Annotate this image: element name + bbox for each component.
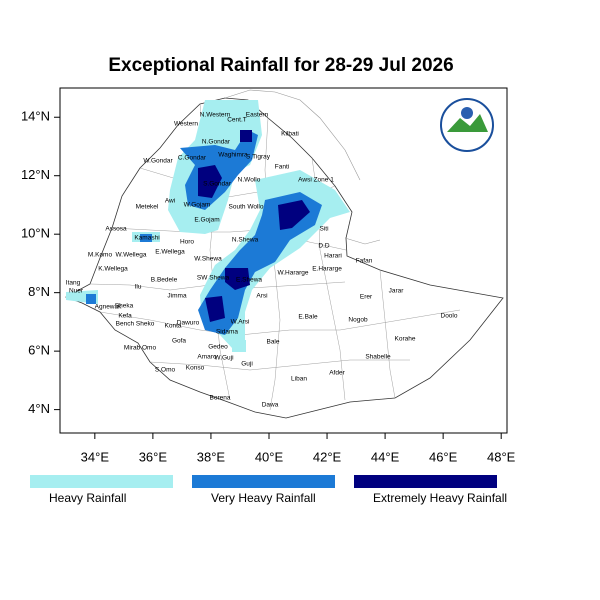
region-label: Waghimra [218, 152, 248, 159]
legend-label: Heavy Rainfall [49, 491, 126, 505]
region-label: Awi [165, 198, 175, 205]
region-label: Mirab Omo [124, 345, 157, 352]
region-label: Gedeo [208, 344, 228, 351]
region-label: Itang [66, 280, 81, 287]
region-label: S.Omo [155, 367, 176, 374]
region-label: Konta [165, 323, 182, 330]
region-label: M.Komo [88, 252, 113, 259]
y-tick-label: 14°N [21, 109, 50, 124]
region-label: C.Gondar [178, 155, 207, 162]
region-label: W.Gondar [143, 158, 173, 165]
region-label: W.Guji [214, 355, 233, 362]
region-label: Siti [319, 226, 328, 233]
region-label: Guji [241, 361, 253, 368]
region-label: Ilu [135, 284, 142, 291]
legend-label: Very Heavy Rainfall [211, 491, 316, 505]
region-label: Harari [324, 253, 342, 260]
region-label: Borena [210, 395, 231, 402]
x-tick-label: 36°E [139, 449, 168, 464]
region-label: Gofa [172, 338, 186, 345]
region-label: Arsi [256, 293, 267, 300]
region-label: South Wollo [229, 204, 264, 211]
region-label: Dawa [262, 402, 279, 409]
region-label: Kilbati [281, 131, 299, 138]
region-label: Fanti [275, 164, 289, 171]
region-label: Jarar [389, 288, 405, 295]
legend-swatch [354, 475, 497, 488]
y-tick-label: 12°N [21, 167, 50, 182]
region-label: Amaro [197, 354, 217, 361]
region-label: Sheka [115, 303, 134, 310]
agency-logo [440, 98, 494, 152]
legend-swatch [192, 475, 335, 488]
region-label: Fafan [356, 258, 373, 265]
region-label: Assosa [105, 226, 127, 233]
region-label: Agnewak [95, 304, 122, 311]
legend-swatch [30, 475, 173, 488]
region-label: Nogob [348, 317, 368, 324]
region-label: W.Hararge [277, 270, 308, 277]
region-label: Shabelle [365, 354, 391, 361]
region-label: N.Shewa [232, 237, 259, 244]
region-label: E.Gojam [194, 217, 219, 224]
region-label: E.Hararge [312, 266, 342, 273]
region-label: Sidama [216, 329, 238, 336]
region-label: Western [174, 121, 198, 128]
x-tick-label: 44°E [371, 449, 400, 464]
region-label: Metekel [136, 204, 159, 211]
region-label: S.Tigray [246, 154, 271, 161]
x-tick-label: 38°E [197, 449, 226, 464]
map-frame [59, 87, 508, 434]
x-tick-label: 48°E [487, 449, 516, 464]
region-label: S.Gondar [203, 181, 232, 188]
region-label: W.Wellega [116, 252, 147, 259]
x-tick-label: 46°E [429, 449, 458, 464]
region-label: Jimma [167, 293, 187, 300]
legend: Heavy Rainfall Very Heavy Rainfall Extreme… [30, 475, 507, 505]
region-label: B.Bedele [151, 277, 178, 284]
region-label: Eastern [246, 112, 269, 119]
legend-label: Extremely Heavy Rainfall [373, 491, 507, 505]
region-label: N.Wollo [238, 177, 261, 184]
region-label: Bale [266, 339, 279, 346]
region-label: E.Wellega [155, 249, 185, 256]
y-tick-label: 10°N [21, 226, 50, 241]
x-tick-label: 42°E [313, 449, 342, 464]
region-label: Korahe [395, 336, 416, 343]
region-label: Konso [186, 365, 205, 372]
region-label: SW Shewa [197, 275, 230, 282]
region-label: Kamashi [134, 235, 159, 242]
y-tick-label: 8°N [28, 284, 50, 299]
y-tick-label: 6°N [28, 343, 50, 358]
region-label: Erer [360, 294, 373, 301]
region-label: E.Bale [298, 314, 318, 321]
region-label: W.Gojam [184, 202, 211, 209]
region-label: Kefa [118, 313, 132, 320]
region-label: Bench Sheko [116, 321, 155, 328]
y-tick-label: 4°N [28, 401, 50, 416]
region-label: N.Western [200, 112, 231, 119]
region-label: Afder [329, 370, 345, 377]
region-label: Dawuro [177, 320, 200, 327]
region-label: Nuer [69, 288, 84, 295]
region-label: Cent.T [227, 117, 247, 124]
region-label: W.Shewa [194, 256, 222, 263]
region-label: N.Gondar [202, 139, 231, 146]
region-label: D.D [318, 243, 330, 250]
region-label: Awsi Zone 1 [298, 177, 334, 184]
axes: 34°E 36°E 38°E 40°E 42°E 44°E 46°E 48°E 4°N 6°N 8°… [21, 109, 516, 465]
region-label: W.Arsi [231, 319, 250, 326]
x-tick-label: 34°E [81, 449, 110, 464]
extremely-heavy-rainfall-area [198, 130, 310, 322]
region-label: Horo [180, 239, 194, 246]
region-label: Doolo [441, 313, 458, 320]
region-label: Liban [291, 376, 307, 383]
title: Exceptional Rainfall for 28-29 Jul 2026 [108, 55, 453, 76]
region-label: K.Wellega [98, 266, 128, 273]
x-tick-label: 40°E [255, 449, 284, 464]
region-label: E.Shewa [236, 277, 262, 284]
